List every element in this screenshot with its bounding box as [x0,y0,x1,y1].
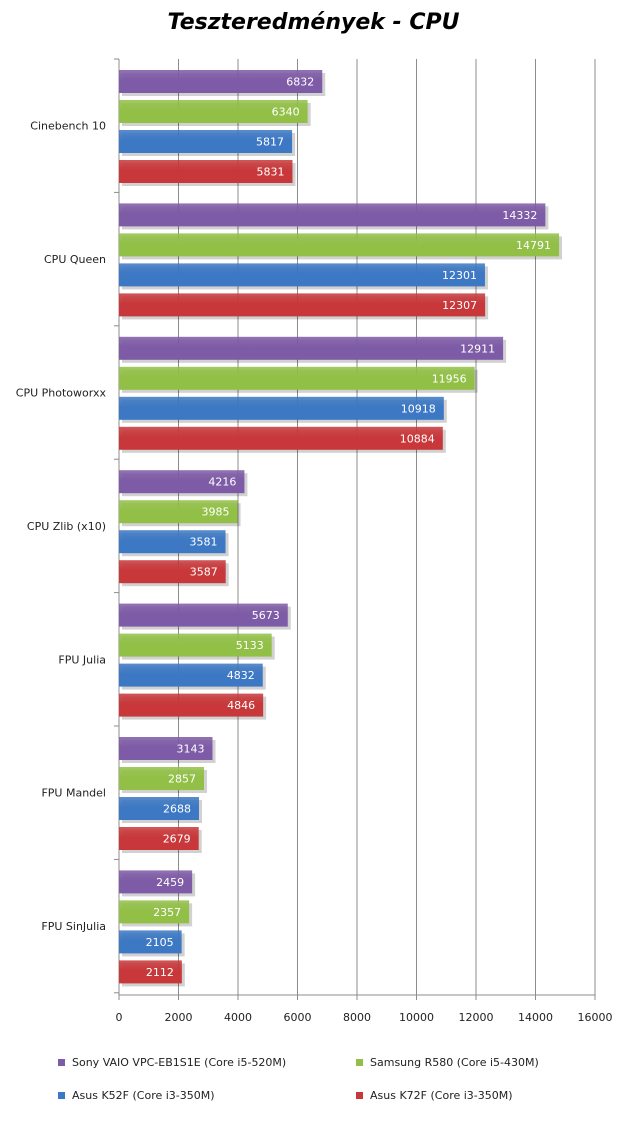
category-label: CPU Zlib (x10) [27,520,106,533]
bar [119,693,264,717]
chart-title: Teszteredmények - CPU [167,10,460,35]
legend-swatch [58,1092,65,1099]
legend-item-3: Asus K72F (Core i3-350M) [356,1089,513,1102]
bar [119,203,546,227]
data-label: 12911 [460,342,495,355]
category-label: FPU Mandel [41,787,106,800]
bar [119,827,199,850]
x-tick-label: 4000 [224,1011,252,1024]
legend-item-1: Samsung R580 (Core i5-430M) [356,1056,539,1069]
bar [119,263,485,287]
bar [119,960,182,984]
labels: 0 2000 4000 6000 8000 10000 12000 14000 16000 Cin… [16,76,613,1025]
bar [119,737,213,760]
data-label: 2357 [153,906,181,919]
x-tick-label: 16000 [578,1011,613,1024]
data-label: 2679 [163,833,191,846]
bars [119,70,563,987]
legend-label: Asus K52F (Core i3-350M) [72,1089,215,1102]
data-label: 2112 [146,966,174,979]
x-tick-label: 8000 [343,1011,371,1024]
bar [119,767,204,790]
bar [119,293,486,317]
data-label: 11956 [432,372,467,385]
data-label: 6832 [286,76,314,89]
legend-label: Asus K72F (Core i3-350M) [370,1089,513,1102]
data-label: 2105 [146,936,174,949]
category-label: FPU Julia [58,653,106,666]
data-label: 10884 [400,432,435,445]
data-label: 3143 [177,743,205,756]
bar [119,870,193,894]
category-label: FPU SinJulia [41,920,106,933]
x-tick-label: 0 [116,1011,123,1024]
data-label: 5817 [256,136,284,149]
bar [119,560,226,584]
data-label: 4846 [227,699,255,712]
data-label: 12307 [442,299,477,312]
bar [119,396,444,420]
legend-swatch [58,1059,65,1066]
bar [119,426,443,450]
grid-lines [114,58,596,1000]
category-label: Cinebench 10 [30,120,106,133]
legend-label: Samsung R580 (Core i5-430M) [370,1056,539,1069]
legend-item-0: Sony VAIO VPC-EB1S1E (Core i5-520M) [58,1056,286,1069]
bar [119,603,288,627]
bar [119,100,308,123]
bar [119,530,226,554]
bar [119,366,475,390]
data-label: 3587 [190,566,218,579]
x-tick-label: 6000 [284,1011,312,1024]
legend-swatch [356,1092,363,1099]
legend-swatch [356,1059,363,1066]
data-label: 5673 [252,609,280,622]
bar [119,500,238,524]
legend-label: Sony VAIO VPC-EB1S1E (Core i5-520M) [72,1056,287,1069]
data-label: 2688 [163,803,191,816]
bar [119,633,272,657]
data-label: 2459 [156,876,184,889]
x-tick-label: 12000 [459,1011,494,1024]
bar [119,130,293,153]
legend-item-2: Asus K52F (Core i3-350M) [58,1089,215,1102]
x-tick-label: 2000 [165,1011,193,1024]
data-label: 6340 [272,106,300,119]
bar [119,160,293,183]
data-label: 5831 [256,166,284,179]
data-label: 5133 [236,639,264,652]
bar [119,900,190,924]
data-label: 12301 [442,269,477,282]
data-label: 14332 [502,209,537,222]
bar [119,663,263,687]
data-label: 14791 [516,239,551,252]
x-tick-label: 14000 [518,1011,553,1024]
data-label: 10918 [401,402,436,415]
bar [119,336,504,360]
data-label: 4216 [208,476,236,489]
category-label: CPU Queen [44,253,106,266]
category-label: CPU Photoworxx [16,387,107,400]
bar [119,70,323,93]
data-label: 3985 [202,506,230,519]
bar [119,930,182,954]
bar [119,470,245,494]
bar [119,797,199,820]
bar [119,233,560,257]
x-tick-label: 10000 [399,1011,434,1024]
data-label: 4832 [227,669,255,682]
data-label: 3581 [190,536,218,549]
data-label: 2857 [168,773,196,786]
